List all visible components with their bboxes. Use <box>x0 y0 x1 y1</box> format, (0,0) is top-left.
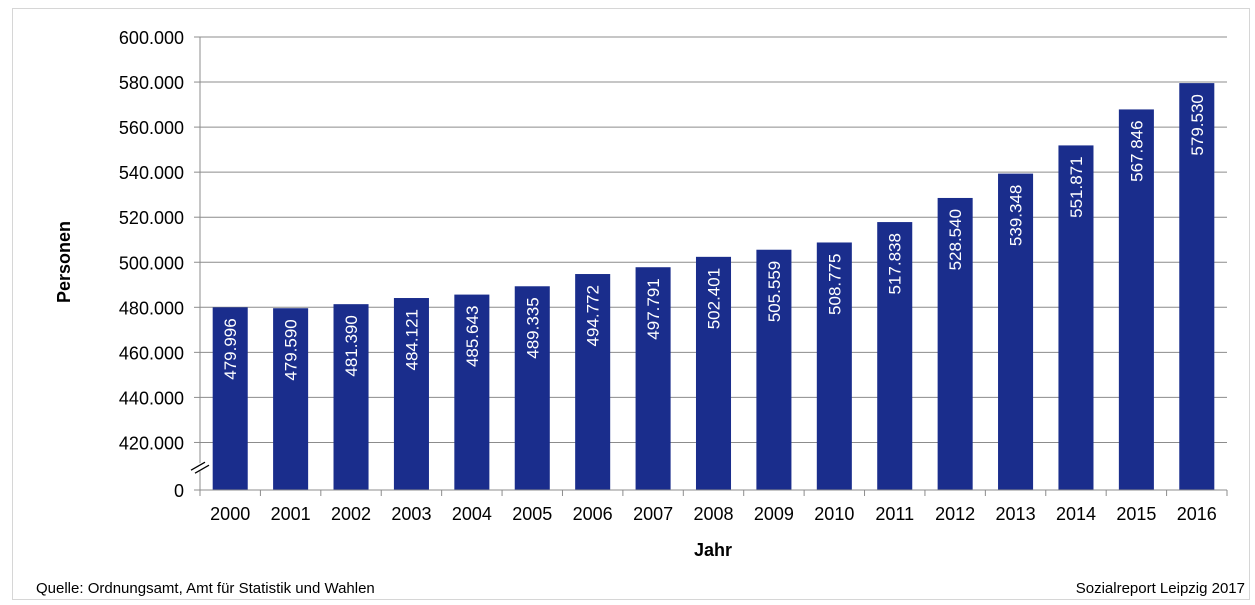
bar-value-label: 489.335 <box>523 297 542 358</box>
bar-value-label: 539.348 <box>1007 185 1026 246</box>
bar <box>454 294 490 490</box>
x-tick-label: 2012 <box>935 504 975 524</box>
y-tick-label: 500.000 <box>119 253 184 273</box>
x-tick-label: 2014 <box>1056 504 1096 524</box>
y-tick-labels: 0 420.000 440.000 460.000 480.000 500.000 520.… <box>119 28 184 501</box>
y-tick-label: 440.000 <box>119 388 184 408</box>
x-tick-label: 2003 <box>391 504 431 524</box>
bar <box>273 308 309 490</box>
y-tick-label: 0 <box>174 481 184 501</box>
x-tick-label: 2002 <box>331 504 371 524</box>
x-tick-label: 2000 <box>210 504 250 524</box>
bar <box>1118 109 1154 491</box>
bar <box>756 249 792 490</box>
x-tick-label: 2008 <box>693 504 733 524</box>
bar <box>816 242 852 490</box>
y-tick-label: 480.000 <box>119 298 184 318</box>
y-tick-label: 600.000 <box>119 28 184 48</box>
chart-frame <box>12 8 1250 600</box>
bar <box>635 267 671 490</box>
x-tick-labels: 2000 2001 2002 2003 2004 2005 2006 2007 2008 2009… <box>210 504 1217 524</box>
bar <box>695 256 732 490</box>
axis-break-marker <box>190 461 210 474</box>
bar <box>393 298 429 490</box>
bar <box>575 274 611 490</box>
y-tick-label: 560.000 <box>119 118 184 138</box>
bar-value-label: 551.871 <box>1067 156 1086 217</box>
bar-value-label: 484.121 <box>402 309 421 370</box>
y-axis-label: Personen <box>54 221 74 303</box>
bar <box>212 307 248 490</box>
x-axis-label: Jahr <box>694 540 732 560</box>
x-tick-label: 2007 <box>633 504 673 524</box>
bar-value-label: 494.772 <box>584 285 603 346</box>
gridlines <box>200 36 1227 443</box>
bar <box>1058 145 1094 490</box>
bar-value-label: 479.590 <box>282 319 301 380</box>
x-tick-label: 2013 <box>996 504 1036 524</box>
x-tick-label: 2015 <box>1116 504 1156 524</box>
bar <box>877 222 913 491</box>
bar-value-label: 481.390 <box>342 315 361 376</box>
x-tick-label: 2009 <box>754 504 794 524</box>
bar-value-label: 567.846 <box>1127 120 1146 181</box>
y-tick-label: 520.000 <box>119 208 184 228</box>
credit-note: Sozialreport Leipzig 2017 <box>1075 580 1245 597</box>
y-tick-label: 460.000 <box>119 343 184 363</box>
bar-value-label: 485.643 <box>463 306 482 367</box>
bar <box>333 304 369 490</box>
y-tick-label: 540.000 <box>119 163 184 183</box>
source-note: Quelle: Ordnungsamt, Amt für Statistik u… <box>36 580 375 597</box>
x-tick-label: 2016 <box>1177 504 1217 524</box>
bar-value-label: 479.996 <box>221 318 240 379</box>
x-tick-label: 2006 <box>573 504 613 524</box>
bar-value-label: 502.401 <box>705 268 724 329</box>
y-tick-label: 420.000 <box>119 433 184 453</box>
bar-value-label: 497.791 <box>644 278 663 339</box>
bar <box>937 197 973 490</box>
x-tick-label: 2010 <box>814 504 854 524</box>
bar-value-label: 579.530 <box>1188 94 1207 155</box>
bar-value-label: 528.540 <box>946 209 965 270</box>
bar-value-label: 505.559 <box>765 261 784 322</box>
x-tick-label: 2005 <box>512 504 552 524</box>
bar-value-label: 517.838 <box>886 233 905 294</box>
x-tick-label: 2004 <box>452 504 492 524</box>
axes <box>190 36 1228 496</box>
bar <box>514 286 550 490</box>
x-tick-label: 2001 <box>271 504 311 524</box>
x-tick-label: 2011 <box>875 504 914 524</box>
bar <box>1179 83 1215 490</box>
y-tick-label: 580.000 <box>119 73 184 93</box>
bars: 479.996 479.590 481.390 484.121 485.643 489.3… <box>212 83 1215 491</box>
bar <box>998 173 1034 490</box>
bar-value-label: 508.775 <box>825 253 844 314</box>
